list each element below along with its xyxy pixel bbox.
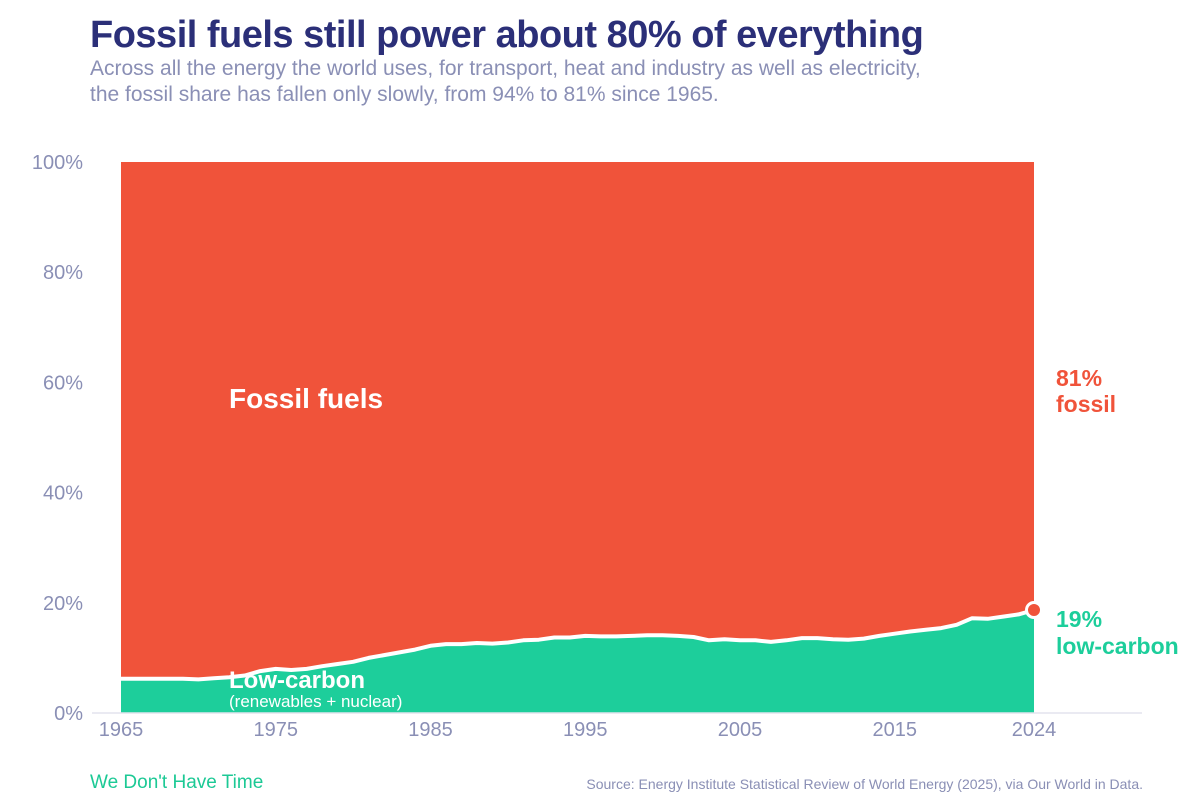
low-carbon-area-sublabel: (renewables + nuclear): [229, 692, 402, 711]
boundary-line: [121, 608, 1035, 682]
x-tick-label: 1985: [408, 719, 453, 741]
end-low-carbon-value: 19%: [1056, 606, 1102, 632]
low-carbon-area-label: Low-carbon: [229, 667, 365, 694]
end-fossil-word: fossil: [1056, 391, 1116, 417]
x-tick-label: 2015: [872, 719, 917, 741]
y-tick-label: 40%: [43, 483, 83, 505]
source-note: Source: Energy Institute Statistical Rev…: [586, 776, 1143, 792]
end-fossil-value: 81%: [1056, 365, 1102, 391]
chart-title: Fossil fuels still power about 80% of ev…: [90, 14, 924, 56]
end-point-marker: [1025, 600, 1043, 619]
y-tick-label: 20%: [43, 593, 83, 615]
x-tick-label: 1965: [99, 719, 144, 741]
low-carbon-area: [121, 610, 1034, 713]
x-tick-label: 2024: [1012, 719, 1057, 741]
y-tick-label: 100%: [32, 152, 83, 174]
fossil-area-label: Fossil fuels: [229, 383, 383, 414]
y-tick-label: 80%: [43, 262, 83, 284]
end-low-carbon-word: low-carbon: [1056, 633, 1179, 659]
fossil-area: [121, 162, 1034, 680]
x-tick-label: 1975: [253, 719, 298, 741]
y-tick-label: 60%: [43, 372, 83, 394]
chart-subtitle: Across all the energy the world uses, fo…: [90, 57, 921, 106]
brand-label: We Don't Have Time: [90, 772, 264, 793]
x-tick-label: 2005: [718, 719, 763, 741]
y-tick-label: 0%: [54, 703, 83, 725]
x-tick-label: 1995: [563, 719, 608, 741]
